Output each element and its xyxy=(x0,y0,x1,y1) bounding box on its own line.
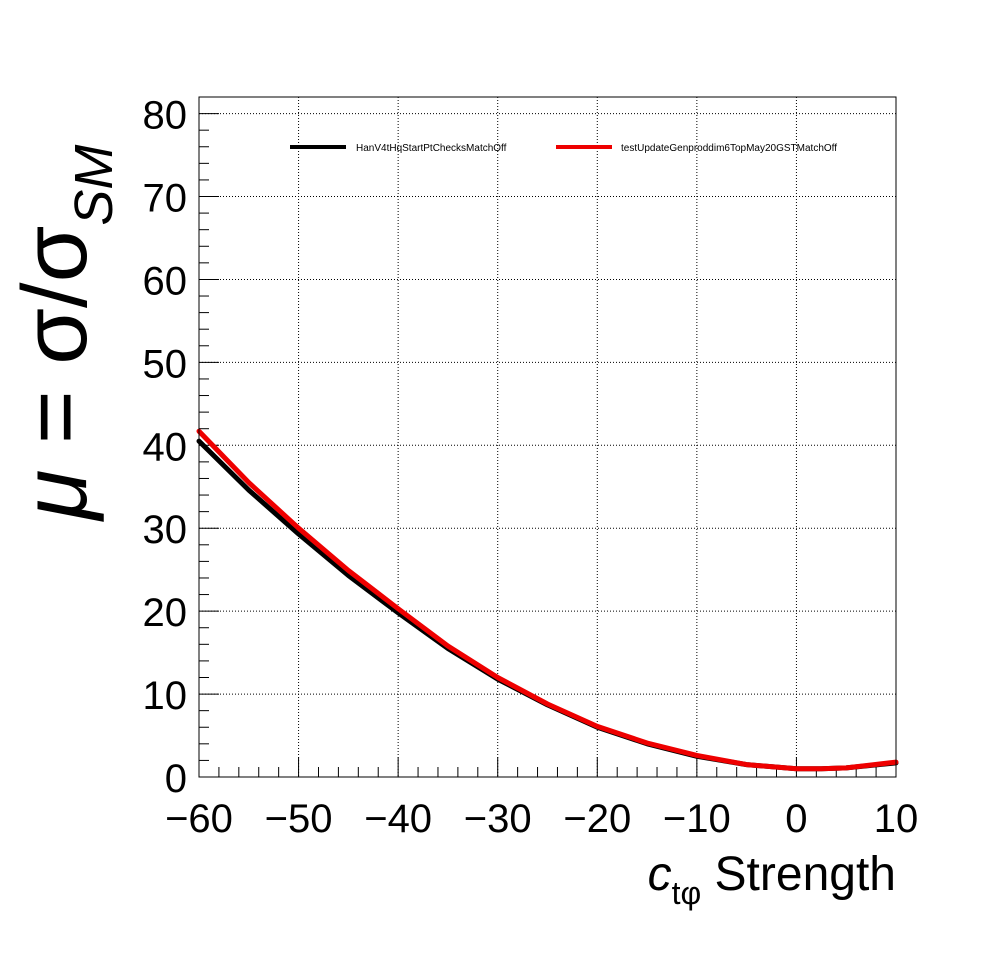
series-line-2 xyxy=(196,428,899,772)
x-tick-label: −40 xyxy=(364,797,432,841)
y-tick-label: 40 xyxy=(143,425,188,469)
y-axis-title: μ = σ/σSM xyxy=(4,145,124,522)
axis-ticks xyxy=(198,96,897,778)
x-tick-labels: −60 −50 −40 −30 −20 −10 0 10 xyxy=(165,797,918,841)
x-tick-label: −50 xyxy=(265,797,333,841)
y-tick-label: 30 xyxy=(143,508,188,552)
y-axis-title-sub: SM xyxy=(64,145,124,226)
x-tick-label: −60 xyxy=(165,797,233,841)
y-axis-title-mu: μ xyxy=(4,470,106,522)
y-tick-label: 80 xyxy=(143,94,188,138)
x-tick-label: −20 xyxy=(563,797,631,841)
x-tick-label: 0 xyxy=(785,797,807,841)
y-tick-label: 0 xyxy=(165,757,187,801)
y-tick-label: 20 xyxy=(143,591,188,635)
x-axis-title-sub: tφ xyxy=(672,875,702,911)
y-tick-labels: 0 10 20 30 40 50 60 70 80 xyxy=(143,94,188,801)
x-tick-label: −30 xyxy=(464,797,532,841)
x-axis-title-var: c xyxy=(648,848,672,901)
legend-label-series-2: testUpdateGenproddim6TopMay20GSTMatchOff xyxy=(621,143,837,154)
y-tick-label: 70 xyxy=(143,177,188,221)
x-axis-title: ctφ Strength xyxy=(648,848,896,911)
y-axis-title-eq: = σ/σ xyxy=(4,226,106,470)
plot-frame xyxy=(198,96,897,778)
grid-lines xyxy=(199,97,896,777)
x-tick-label: 10 xyxy=(874,797,919,841)
x-tick-label: −10 xyxy=(663,797,731,841)
x-axis-title-rest: Strength xyxy=(701,848,896,901)
y-tick-label: 50 xyxy=(143,342,188,386)
y-tick-label: 10 xyxy=(143,674,188,718)
data-series xyxy=(196,428,899,772)
legend: HanV4tHqStartPtChecksMatchOff testUpdate… xyxy=(290,143,837,154)
y-tick-label: 60 xyxy=(143,259,188,303)
legend-label-series-1: HanV4tHqStartPtChecksMatchOff xyxy=(356,143,507,154)
